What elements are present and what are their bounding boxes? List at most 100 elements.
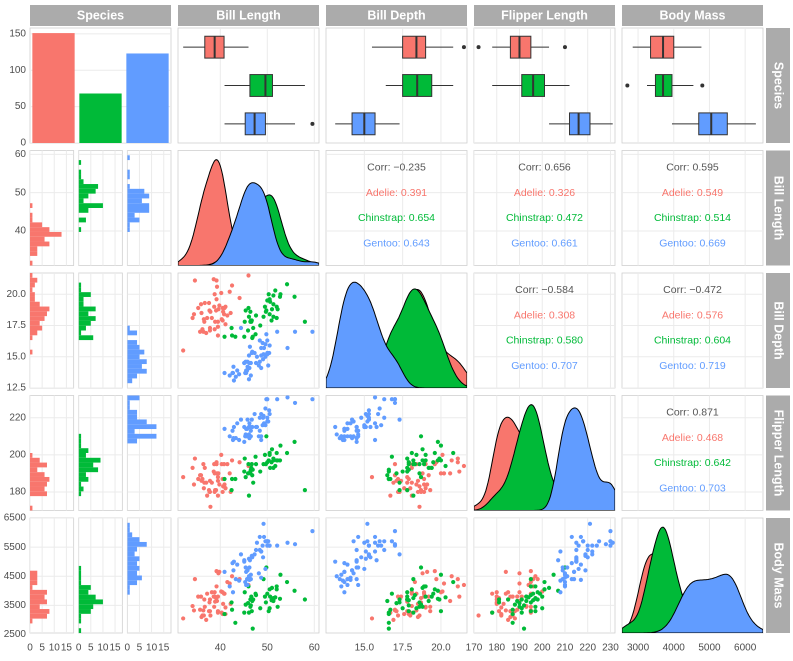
y-tick-label: 180 bbox=[9, 487, 26, 498]
histogram-bar bbox=[127, 532, 133, 538]
y-tick-label: 15.0 bbox=[7, 351, 27, 362]
scatter-point bbox=[258, 469, 263, 474]
histogram-bar bbox=[30, 260, 33, 266]
panel bbox=[622, 395, 763, 511]
scatter-point bbox=[431, 460, 436, 465]
scatter-point bbox=[249, 417, 254, 422]
scatter-point bbox=[578, 562, 583, 567]
scatter-point bbox=[397, 417, 402, 422]
scatter-point bbox=[333, 424, 338, 430]
scatter-point bbox=[227, 373, 232, 378]
scatter-point bbox=[443, 463, 448, 469]
scatter-point bbox=[251, 325, 256, 331]
scatter-point bbox=[594, 543, 599, 548]
histogram-bar bbox=[78, 604, 94, 610]
histogram-bar bbox=[78, 453, 86, 458]
histogram-bar bbox=[127, 198, 142, 204]
scatter-point bbox=[260, 543, 265, 548]
correlation-group: Chinstrap: 0.604 bbox=[654, 335, 731, 347]
scatter-point bbox=[418, 475, 424, 480]
scatter-point bbox=[242, 334, 247, 339]
scatter-point bbox=[490, 610, 495, 615]
scatter-point bbox=[206, 609, 212, 614]
scatter-point bbox=[269, 318, 274, 323]
scatter-point bbox=[405, 480, 410, 485]
histogram-bar bbox=[78, 198, 84, 204]
scatter-point bbox=[265, 591, 270, 596]
histogram-bar bbox=[78, 589, 89, 595]
scatter-point bbox=[519, 610, 524, 615]
scatter-point bbox=[562, 582, 568, 588]
scatter-point bbox=[397, 552, 402, 557]
histogram-bar bbox=[127, 193, 150, 199]
bar bbox=[79, 93, 122, 143]
scatter-point bbox=[262, 594, 268, 599]
scatter-point bbox=[274, 315, 279, 321]
histogram-bar bbox=[30, 491, 47, 497]
histogram-bar bbox=[78, 208, 89, 213]
histogram-bar bbox=[78, 467, 99, 473]
scatter-point bbox=[400, 469, 405, 474]
scatter-point bbox=[263, 600, 268, 605]
scatter-point bbox=[215, 319, 221, 324]
y-tick-label: 40 bbox=[15, 226, 27, 237]
scatter-point bbox=[228, 310, 233, 316]
scatter-point bbox=[423, 458, 428, 463]
scatter-point bbox=[590, 552, 595, 557]
scatter-point bbox=[417, 462, 422, 467]
histogram-bar bbox=[30, 236, 45, 242]
scatter-point bbox=[191, 312, 197, 317]
scatter-point bbox=[517, 571, 522, 576]
scatter-point bbox=[585, 555, 590, 560]
scatter-point bbox=[259, 411, 264, 417]
scatter-point bbox=[262, 452, 268, 457]
scatter-point bbox=[227, 434, 232, 439]
scatter-point bbox=[242, 558, 247, 563]
correlation-group: Chinstrap: 0.472 bbox=[506, 212, 583, 224]
scatter-point bbox=[409, 480, 414, 485]
scatter-point bbox=[220, 489, 225, 495]
scatter-point bbox=[253, 454, 258, 459]
scatter-point bbox=[275, 329, 280, 334]
histogram-bar bbox=[78, 580, 82, 586]
scatter-point bbox=[382, 397, 387, 402]
scatter-point bbox=[354, 547, 359, 553]
scatter-point bbox=[374, 424, 379, 430]
scatter-point bbox=[246, 273, 251, 278]
scatter-point bbox=[215, 475, 221, 480]
scatter-point bbox=[257, 534, 262, 540]
scatter-point bbox=[377, 539, 382, 544]
scatter-point bbox=[510, 620, 515, 625]
scatter-point bbox=[349, 568, 355, 573]
scatter-point bbox=[608, 539, 613, 544]
row-strip bbox=[766, 395, 790, 511]
scatter-point bbox=[284, 579, 290, 585]
scatter-point bbox=[244, 577, 250, 582]
scatter-point bbox=[261, 521, 266, 526]
scatter-point bbox=[253, 462, 259, 467]
scatter-point bbox=[229, 333, 235, 338]
box bbox=[249, 74, 273, 97]
scatter-point bbox=[428, 609, 433, 614]
column-strip bbox=[622, 5, 763, 26]
scatter-point bbox=[405, 590, 410, 595]
scatter-point bbox=[310, 529, 315, 534]
scatter-point bbox=[225, 313, 230, 318]
scatter-point bbox=[197, 607, 203, 612]
scatter-point bbox=[421, 482, 427, 487]
scatter-point bbox=[455, 577, 460, 582]
scatter-point bbox=[443, 595, 448, 600]
y-tick-label: 50 bbox=[15, 101, 27, 112]
scatter-point bbox=[222, 370, 227, 376]
scatter-point bbox=[397, 597, 402, 602]
column-strip-label: Bill Depth bbox=[367, 8, 425, 22]
outlier bbox=[625, 83, 630, 88]
histogram-bar bbox=[30, 481, 47, 487]
histogram-bar bbox=[30, 273, 33, 278]
scatter-point bbox=[354, 558, 359, 563]
scatter-point bbox=[267, 408, 272, 413]
scatter-point bbox=[191, 482, 197, 487]
scatter-point bbox=[528, 604, 533, 609]
scatter-point bbox=[581, 539, 586, 544]
scatter-point bbox=[245, 328, 251, 333]
